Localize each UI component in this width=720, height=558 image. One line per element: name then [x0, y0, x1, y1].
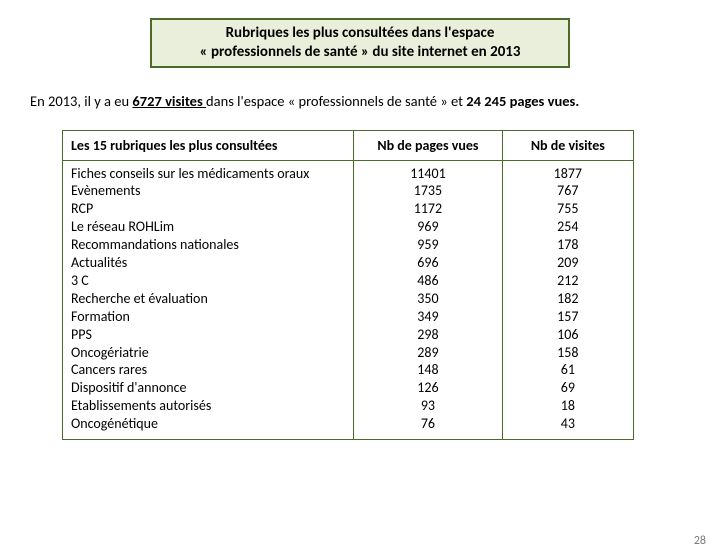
row-visites: 18 [511, 397, 625, 415]
row-visites: 767 [511, 182, 625, 200]
row-pages: 349 [362, 308, 493, 326]
row-label: 3 C [71, 272, 345, 290]
row-label: Le réseau ROHLim [71, 218, 345, 236]
row-visites: 1877 [511, 165, 625, 183]
row-visites: 755 [511, 200, 625, 218]
row-label: Dispositif d'annonce [71, 379, 345, 397]
row-pages: 93 [362, 397, 493, 415]
row-pages: 148 [362, 361, 493, 379]
row-label: Oncogériatrie [71, 344, 345, 362]
row-pages: 486 [362, 272, 493, 290]
row-pages: 350 [362, 290, 493, 308]
row-visites: 157 [511, 308, 625, 326]
cell-labels: Fiches conseils sur les médicaments orau… [63, 160, 354, 440]
header-rubrique: Les 15 rubriques les plus consultées [63, 130, 354, 160]
row-pages: 969 [362, 218, 493, 236]
row-pages: 11401 [362, 165, 493, 183]
row-pages: 1172 [362, 200, 493, 218]
row-visites: 61 [511, 361, 625, 379]
intro-text: En 2013, il y a eu 6727 visites dans l'e… [30, 92, 720, 110]
row-pages: 126 [362, 379, 493, 397]
row-pages: 696 [362, 254, 493, 272]
table-header-row: Les 15 rubriques les plus consultées Nb … [63, 130, 634, 160]
row-label: PPS [71, 326, 345, 344]
row-label: Evènements [71, 182, 345, 200]
row-pages: 289 [362, 344, 493, 362]
table-container: Les 15 rubriques les plus consultées Nb … [62, 130, 634, 441]
intro-visits-count: 6727 visites [132, 92, 206, 110]
row-visites: 158 [511, 344, 625, 362]
row-visites: 43 [511, 415, 625, 433]
row-visites: 69 [511, 379, 625, 397]
row-label: Formation [71, 308, 345, 326]
row-visites: 106 [511, 326, 625, 344]
intro-pages-count: 24 245 pages vues. [466, 92, 579, 110]
row-pages: 1735 [362, 182, 493, 200]
row-visites: 209 [511, 254, 625, 272]
cell-visites: 1877767755254178209212182157106158616918… [502, 160, 633, 440]
title-line-2: « professionnels de santé » du site inte… [162, 43, 558, 62]
row-label: Fiches conseils sur les médicaments orau… [71, 165, 345, 183]
title-box: Rubriques les plus consultées dans l'esp… [150, 18, 570, 68]
row-pages: 298 [362, 326, 493, 344]
intro-prefix: En 2013, il y a eu [30, 92, 132, 110]
row-visites: 212 [511, 272, 625, 290]
row-pages: 959 [362, 236, 493, 254]
row-label: Cancers rares [71, 361, 345, 379]
row-visites: 254 [511, 218, 625, 236]
row-pages: 76 [362, 415, 493, 433]
page-number: 28 [694, 534, 706, 548]
row-label: Actualités [71, 254, 345, 272]
row-label: Etablissements autorisés [71, 397, 345, 415]
cell-pages: 1140117351172969959696486350349298289148… [354, 160, 502, 440]
table-body-row: Fiches conseils sur les médicaments orau… [63, 160, 634, 440]
header-visites: Nb de visites [502, 130, 633, 160]
row-visites: 182 [511, 290, 625, 308]
row-visites: 178 [511, 236, 625, 254]
row-label: RCP [71, 200, 345, 218]
row-label: Recommandations nationales [71, 236, 345, 254]
row-label: Recherche et évaluation [71, 290, 345, 308]
header-pages: Nb de pages vues [354, 130, 502, 160]
row-label: Oncogénétique [71, 415, 345, 433]
rubriques-table: Les 15 rubriques les plus consultées Nb … [62, 130, 634, 441]
title-line-1: Rubriques les plus consultées dans l'esp… [162, 24, 558, 43]
intro-mid: dans l'espace « professionnels de santé … [206, 92, 466, 110]
